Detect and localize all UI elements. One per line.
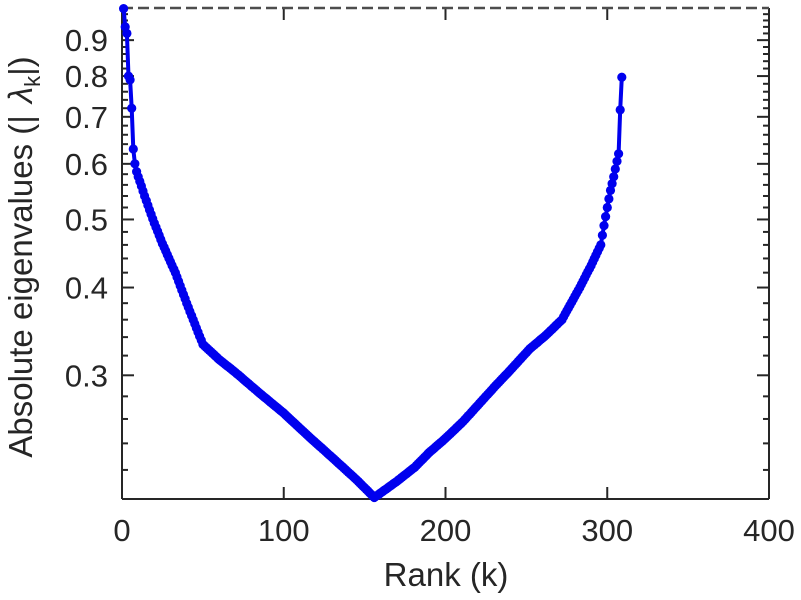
- data-point-marker: [602, 202, 612, 213]
- data-point-marker: [599, 221, 609, 231]
- x-tick-label: 0: [113, 513, 130, 548]
- y-tick-label: 0.3: [65, 358, 108, 393]
- y-axis-label-prefix: Absolute eigenvalues (|: [2, 115, 40, 458]
- y-tick-label: 0.4: [65, 271, 108, 306]
- data-point-marker: [604, 194, 614, 204]
- data-point-marker: [597, 230, 608, 240]
- data-point-marker: [617, 72, 627, 82]
- data-point-marker: [128, 144, 138, 154]
- data-point-marker: [119, 4, 129, 14]
- data-point-marker: [125, 75, 135, 85]
- data-point-marker: [122, 28, 132, 38]
- lambda-symbol: λ: [2, 86, 40, 104]
- data-point-marker: [612, 156, 622, 166]
- data-point-marker: [610, 164, 620, 174]
- y-tick-label: 0.8: [65, 59, 108, 94]
- data-point-marker: [127, 103, 137, 113]
- lambda-subscript: k: [19, 75, 45, 87]
- data-series-line: [121, 6, 624, 500]
- y-axis-label: Absolute eigenvalues (| λk|): [2, 56, 46, 457]
- data-point-marker: [130, 159, 140, 169]
- y-tick-label: 0.9: [65, 23, 108, 58]
- data-point-marker: [601, 212, 611, 222]
- x-tick-label: 200: [420, 513, 472, 548]
- x-tick-label: 100: [258, 513, 310, 548]
- x-tick-label: 300: [581, 513, 633, 548]
- data-point-marker: [609, 172, 619, 182]
- x-tick-label: 400: [743, 513, 795, 548]
- data-point-marker: [615, 105, 625, 115]
- data-point-marker: [596, 240, 606, 250]
- data-point-marker: [614, 149, 624, 159]
- x-axis-label: Rank (k): [383, 556, 509, 593]
- y-tick-label: 0.7: [65, 100, 108, 135]
- y-axis-label-suffix: |): [2, 56, 40, 76]
- y-tick-label: 0.5: [65, 202, 108, 237]
- y-tick-label: 0.6: [65, 147, 108, 182]
